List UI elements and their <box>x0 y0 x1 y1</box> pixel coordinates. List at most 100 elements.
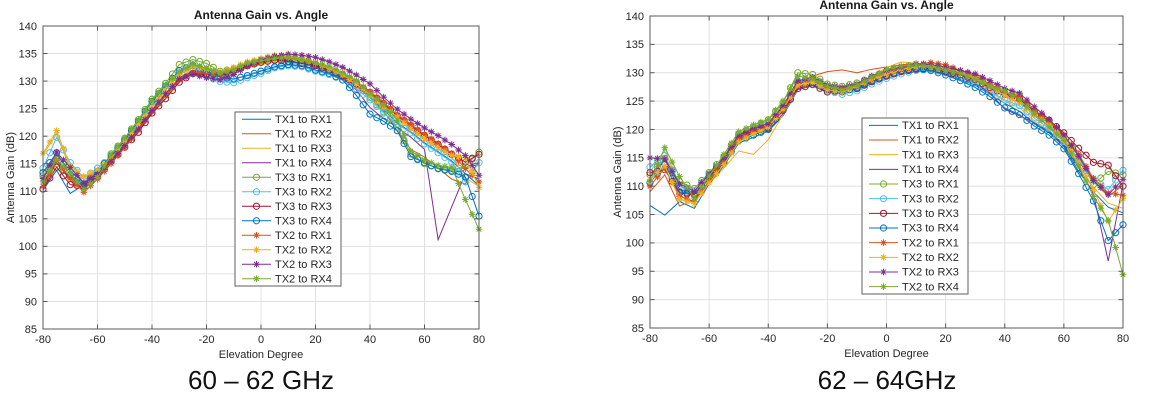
svg-text:100: 100 <box>19 241 37 253</box>
svg-text:135: 135 <box>19 48 37 60</box>
legend-box: TX1 to RX1 TX1 to RX2 TX1 to RX3 TX1 to RX4… <box>861 117 969 295</box>
y-axis-label: Antenna Gain (dB) <box>5 132 17 223</box>
legend-label: TX2 to RX1 <box>275 230 332 242</box>
svg-text:-60: -60 <box>701 333 717 345</box>
svg-text:130: 130 <box>19 76 37 88</box>
svg-text:130: 130 <box>626 68 644 80</box>
svg-text:125: 125 <box>19 103 37 115</box>
y-axis-label: Antenna Gain (dB) <box>612 126 624 217</box>
svg-text:120: 120 <box>626 124 644 136</box>
svg-text:85: 85 <box>25 324 37 336</box>
legend-label: TX2 to RX4 <box>275 273 332 285</box>
svg-text:140: 140 <box>626 11 644 23</box>
legend-item: TX2 to RX1 <box>242 230 332 242</box>
legend-item: TX1 to RX1 <box>869 120 959 132</box>
svg-text:80: 80 <box>1117 333 1129 345</box>
svg-text:95: 95 <box>25 269 37 281</box>
legend-item: TX3 to RX4 <box>869 223 959 235</box>
legend-label: TX3 to RX2 <box>275 186 332 198</box>
svg-text:120: 120 <box>19 131 37 143</box>
legend-label: TX3 to RX4 <box>275 215 332 227</box>
svg-text:0: 0 <box>883 333 889 345</box>
legend-label: TX3 to RX3 <box>902 208 959 220</box>
svg-text:95: 95 <box>632 266 644 278</box>
legend-label: TX2 to RX2 <box>902 252 959 264</box>
svg-text:-80: -80 <box>642 333 658 345</box>
legend-label: TX1 to RX3 <box>902 149 959 161</box>
svg-text:115: 115 <box>19 159 37 171</box>
legend-label: TX1 to RX4 <box>275 157 332 169</box>
svg-text:-80: -80 <box>35 334 51 346</box>
legend-item: TX3 to RX3 <box>869 208 959 220</box>
chart-title: Antenna Gain vs. Angle <box>819 0 954 12</box>
chart-caption-60-62ghz: 60 – 62 GHz <box>188 365 334 395</box>
legend-label: TX3 to RX1 <box>275 172 332 184</box>
legend-item: TX2 to RX3 <box>869 267 959 279</box>
svg-text:40: 40 <box>999 333 1011 345</box>
legend-item: TX1 to RX1 <box>242 114 332 126</box>
legend-item: TX1 to RX3 <box>242 143 332 155</box>
legend-item: TX3 to RX4 <box>242 215 332 227</box>
svg-text:-20: -20 <box>199 334 215 346</box>
svg-text:115: 115 <box>626 153 644 165</box>
legend-item: TX2 to RX3 <box>242 259 332 271</box>
legend-item: TX3 to RX1 <box>242 172 332 184</box>
legend-item: TX1 to RX2 <box>869 135 959 147</box>
svg-text:105: 105 <box>19 214 37 226</box>
legend-label: TX2 to RX4 <box>902 281 959 293</box>
legend-label: TX3 to RX1 <box>902 179 959 191</box>
svg-text:-60: -60 <box>90 334 106 346</box>
legend-label: TX1 to RX4 <box>902 164 959 176</box>
legend-item: TX2 to RX4 <box>242 273 332 285</box>
svg-text:140: 140 <box>19 21 37 33</box>
legend-label: TX2 to RX3 <box>902 267 959 279</box>
chart-figure-60-62ghz: -80 -60 -40 -20 0 20 40 60 80 85 90 95 100 105 110 115 1… <box>5 8 485 395</box>
antenna-gain-chart-62-64ghz: -80 -60 -40 -20 0 20 40 60 80 85 90 95 100 105 110 115 1… <box>612 0 1129 360</box>
legend-item: TX1 to RX2 <box>242 128 332 140</box>
svg-text:125: 125 <box>626 96 644 108</box>
svg-text:0: 0 <box>258 334 264 346</box>
legend-item: TX2 to RX4 <box>869 281 959 293</box>
svg-text:85: 85 <box>632 323 644 335</box>
svg-text:20: 20 <box>309 334 321 346</box>
legend-label: TX2 to RX1 <box>902 237 959 249</box>
svg-text:110: 110 <box>19 186 37 198</box>
svg-text:-20: -20 <box>819 333 835 345</box>
legend-item: TX2 to RX2 <box>869 252 959 264</box>
legend-item: TX3 to RX2 <box>242 186 332 198</box>
legend-label: TX3 to RX2 <box>902 193 959 205</box>
legend-box: TX1 to RX1 TX1 to RX2 TX1 to RX3 TX1 to RX4… <box>234 111 342 287</box>
x-axis-label: Elevation Degree <box>844 348 928 360</box>
series-group <box>646 59 1127 278</box>
legend-item: TX1 to RX4 <box>242 157 332 169</box>
svg-text:90: 90 <box>25 296 37 308</box>
svg-text:100: 100 <box>626 238 644 250</box>
legend-item: TX3 to RX1 <box>869 179 959 191</box>
svg-text:90: 90 <box>632 294 644 306</box>
x-axis-label: Elevation Degree <box>219 349 303 361</box>
legend-label: TX1 to RX1 <box>902 120 959 132</box>
y-tick-labels: 85 90 95 100 105 110 115 120 125 130 135 140 <box>626 11 644 335</box>
legend-label: TX1 to RX1 <box>275 114 332 126</box>
chart-title: Antenna Gain vs. Angle <box>194 8 329 22</box>
svg-text:20: 20 <box>940 333 952 345</box>
legend-label: TX1 to RX2 <box>902 135 959 147</box>
svg-text:-40: -40 <box>760 333 776 345</box>
legend-item: TX3 to RX3 <box>242 201 332 213</box>
legend-item: TX1 to RX4 <box>869 164 959 176</box>
legend-label: TX3 to RX4 <box>902 223 959 235</box>
legend-label: TX2 to RX3 <box>275 259 332 271</box>
svg-text:-40: -40 <box>144 334 160 346</box>
antenna-gain-chart-60-62ghz: -80 -60 -40 -20 0 20 40 60 80 85 90 95 100 105 110 115 1… <box>5 8 485 361</box>
legend-label: TX3 to RX3 <box>275 201 332 213</box>
x-tick-labels: -80 -60 -40 -20 0 20 40 60 80 <box>35 334 485 346</box>
svg-text:60: 60 <box>418 334 430 346</box>
chart-caption-62-64ghz: 62 – 64GHz <box>817 365 957 395</box>
x-tick-labels: -80 -60 -40 -20 0 20 40 60 80 <box>642 333 1129 345</box>
axis-ticks <box>649 15 1124 329</box>
y-tick-labels: 85 90 95 100 105 110 115 120 125 130 135 140 <box>19 21 37 336</box>
legend-label: TX1 to RX2 <box>275 128 332 140</box>
series-tx2-to-rx4 <box>39 54 483 233</box>
legend-item: TX2 to RX1 <box>869 237 959 249</box>
